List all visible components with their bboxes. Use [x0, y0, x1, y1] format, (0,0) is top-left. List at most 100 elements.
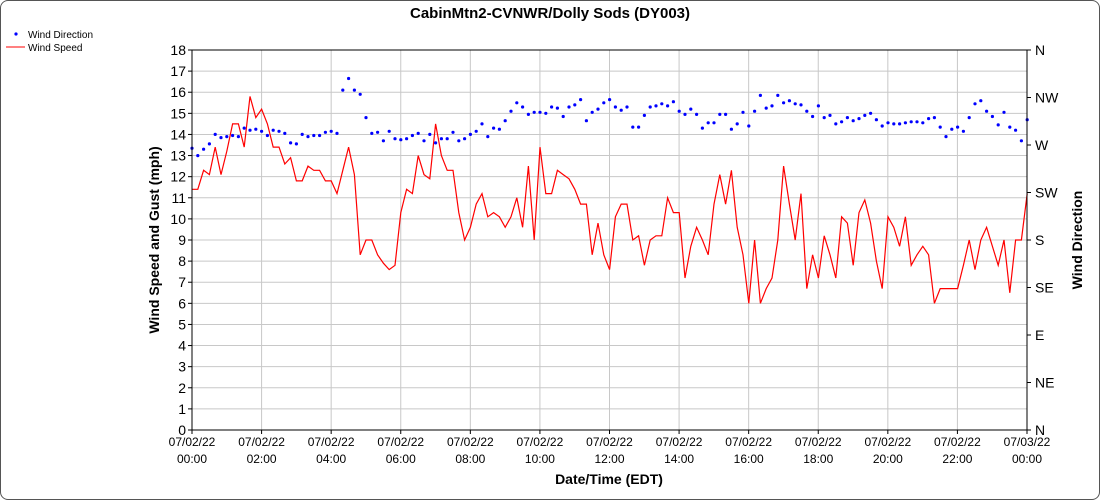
wind-direction-point [735, 122, 739, 126]
wind-direction-point [625, 105, 629, 109]
wind-direction-point [915, 120, 919, 124]
y-axis-label: Wind Speed and Gust (mph) [146, 146, 162, 333]
x-tick-date: 07/02/22 [725, 435, 772, 449]
wind-direction-point [457, 139, 461, 143]
wind-direction-point [619, 108, 623, 112]
wind-direction-point [271, 128, 275, 132]
wind-direction-point [637, 125, 641, 129]
wind-direction-point [921, 121, 925, 125]
x-tick-date: 07/02/22 [517, 435, 564, 449]
wind-direction-point [265, 133, 269, 138]
wind-direction-point [544, 111, 548, 115]
y2-tick-label: N [1035, 422, 1045, 438]
wind-direction-point [886, 121, 890, 125]
wind-direction-series [190, 76, 1029, 158]
wind-direction-point [857, 117, 861, 121]
wind-direction-point [277, 129, 281, 133]
wind-direction-point [550, 105, 554, 109]
wind-direction-point [869, 111, 873, 115]
y2-tick-label: W [1035, 137, 1049, 153]
x-tick-time: 08:00 [455, 452, 485, 466]
y2-tick-label: E [1035, 327, 1044, 343]
wind-direction-point [648, 105, 652, 109]
wind-direction-point [497, 127, 501, 131]
wind-direction-point [654, 104, 658, 108]
wind-direction-point [439, 137, 443, 141]
wind-direction-point [236, 135, 240, 139]
wind-direction-point [515, 101, 519, 105]
wind-direction-point [579, 98, 583, 102]
x-tick-date: 07/02/22 [447, 435, 494, 449]
y-tick-label: 2 [178, 380, 186, 396]
wind-direction-point [776, 93, 780, 97]
y-tick-label: 14 [170, 126, 186, 142]
wind-direction-point [242, 126, 246, 130]
wind-direction-point [532, 110, 536, 114]
y2-tick-label: NE [1035, 375, 1054, 391]
x-tick-date: 07/02/22 [238, 435, 285, 449]
wind-direction-point [1002, 110, 1006, 114]
wind-direction-point [724, 112, 728, 116]
wind-direction-point [584, 119, 589, 123]
wind-direction-point [973, 102, 977, 106]
wind-direction-point [695, 112, 699, 116]
wind-direction-point [811, 114, 815, 119]
wind-direction-point [874, 118, 879, 122]
y-tick-label: 16 [170, 84, 186, 100]
wind-direction-point [782, 101, 786, 105]
wind-direction-point [851, 119, 855, 123]
wind-direction-point [689, 107, 693, 111]
y-tick-label: 6 [178, 295, 186, 311]
legend: Wind Direction Wind Speed [6, 30, 93, 54]
wind-direction-point [903, 121, 908, 125]
wind-direction-point [393, 137, 397, 141]
wind-direction-point [805, 109, 809, 113]
x-tick-time: 06:00 [386, 452, 416, 466]
wind-direction-point [834, 122, 838, 126]
y-tick-label: 7 [178, 274, 186, 290]
x-tick-time: 16:00 [734, 452, 764, 466]
x-axis-ticks: 07/02/22 00:00 07/02/22 02:00 07/02/22 04:00 0… [169, 430, 1051, 466]
wind-direction-point [677, 109, 681, 113]
x-tick-date: 07/02/22 [795, 435, 842, 449]
grid [192, 50, 1027, 430]
wind-direction-point [741, 110, 745, 114]
wind-direction-point [352, 88, 356, 92]
x-tick-time: 02:00 [247, 452, 277, 466]
wind-direction-point [521, 105, 525, 109]
wind-direction-point [318, 133, 322, 138]
wind-direction-point [863, 113, 867, 117]
wind-direction-point [729, 127, 734, 131]
wind-direction-point [642, 113, 647, 117]
wind-direction-point [207, 142, 211, 146]
wind-direction-point [480, 122, 484, 126]
wind-direction-point [283, 131, 287, 135]
x-axis-label: Date/Time (EDT) [555, 471, 663, 487]
wind-direction-point [370, 131, 374, 135]
y-tick-label: 13 [170, 148, 186, 164]
x-tick-time: 14:00 [664, 452, 694, 466]
right-axis-ticks: N NE E SE S SW W NW N [1027, 42, 1059, 438]
wind-direction-point [387, 129, 391, 133]
wind-direction-point [323, 130, 327, 134]
wind-direction-point [932, 116, 937, 120]
y-tick-label: 17 [170, 63, 186, 79]
wind-direction-point [451, 130, 455, 134]
wind-direction-point [225, 135, 229, 139]
x-tick-date: 07/02/22 [308, 435, 355, 449]
x-tick-date: 07/02/22 [377, 435, 424, 449]
wind-direction-point [671, 100, 676, 104]
wind-direction-point [990, 114, 995, 119]
x-tick-time: 12:00 [594, 452, 624, 466]
x-tick-date: 07/02/22 [656, 435, 703, 449]
wind-direction-point [747, 124, 751, 128]
wind-direction-point [463, 137, 467, 141]
wind-direction-point [985, 109, 989, 113]
wind-direction-point [341, 88, 345, 92]
wind-direction-point [219, 136, 223, 140]
y2-axis-label: Wind Direction [1069, 191, 1085, 290]
wind-direction-point [248, 128, 252, 132]
wind-direction-point [381, 139, 385, 143]
wind-direction-point [590, 110, 594, 114]
wind-direction-point [405, 137, 409, 141]
